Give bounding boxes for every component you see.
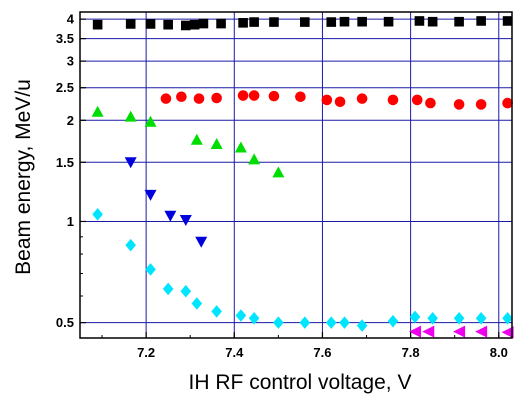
tick-labels: 7.2 7.4 7.6 7.8 8.0 0.5 1 1.5 2 2.5 3 3.5 4 [56, 12, 508, 360]
square-point [92, 19, 103, 30]
circle-point [334, 96, 346, 108]
square-point [383, 16, 394, 27]
square-point [326, 17, 337, 27]
circle-point [411, 94, 423, 106]
triangle-up-point [124, 110, 137, 122]
circle-point [453, 99, 465, 110]
triangle-down-point [179, 215, 192, 227]
diamond-point [502, 312, 513, 325]
square-point [502, 16, 513, 26]
diamond-point [475, 312, 487, 325]
triangle-left-point [501, 326, 514, 339]
diamond-point [211, 305, 222, 318]
square-point [269, 17, 279, 27]
diamond-point [356, 319, 368, 332]
square-point [189, 19, 200, 30]
x-axis-label: IH RF control voltage, V [189, 371, 412, 394]
plot-frame [79, 11, 513, 339]
triangle-down-point [144, 189, 157, 201]
circle-point [268, 90, 280, 102]
x-tick-label: 7.4 [225, 345, 244, 360]
triangle-up-point [190, 133, 203, 145]
x-tick-label: 8.0 [490, 345, 508, 360]
circle-point [387, 94, 399, 106]
y-tick-label: 1.5 [56, 155, 74, 170]
square-point [249, 17, 259, 27]
circle-point [321, 94, 333, 106]
diamond-point [273, 316, 284, 329]
x-tick-label: 7.6 [313, 345, 331, 360]
triangle-up-point [91, 105, 104, 117]
circle-point [211, 92, 222, 104]
y-tick-label: 3.5 [56, 31, 74, 46]
square-point [198, 18, 209, 29]
diamond-point [145, 263, 156, 276]
triangle-up-point [272, 166, 285, 178]
square-point [145, 19, 156, 29]
diamond-point [191, 297, 203, 310]
square-point [357, 16, 367, 27]
circle-point [295, 91, 306, 103]
data-marks [91, 16, 514, 339]
square-point [163, 19, 173, 30]
y-tick-label: 1 [67, 214, 74, 229]
circle-point [248, 90, 260, 101]
circle-point [356, 93, 368, 104]
triangle-left-point [475, 325, 488, 338]
triangle-left-point [422, 325, 435, 338]
triangle-up-point [234, 141, 247, 153]
grid [80, 12, 512, 338]
square-point [476, 16, 486, 26]
circle-point [160, 93, 172, 104]
circle-point [176, 91, 187, 103]
y-tick-label: 2 [67, 113, 74, 128]
y-tick-label: 0.5 [56, 315, 74, 330]
triangle-left-point [453, 325, 466, 338]
square-point [414, 16, 425, 26]
y-axis-label: Beam energy, MeV/u [12, 79, 35, 275]
diamond-point [339, 316, 350, 329]
diamond-point [409, 310, 421, 324]
triangle-left-point [409, 325, 422, 338]
diamond-point [248, 312, 260, 325]
y-tick-label: 4 [67, 12, 75, 27]
tick-marks [80, 18, 500, 338]
square-point [339, 16, 350, 27]
diamond-point [299, 316, 311, 329]
circle-point [502, 97, 513, 109]
triangle-up-point [144, 115, 157, 127]
square-point [180, 20, 191, 31]
x-tick-label: 7.8 [402, 345, 420, 360]
diamond-point [162, 282, 174, 296]
diamond-point [125, 238, 136, 252]
triangle-up-point [248, 153, 261, 165]
triangle-down-point [195, 236, 208, 248]
diamond-point [453, 312, 465, 325]
square-point [238, 18, 248, 28]
diamond-point [180, 284, 192, 298]
y-tick-label: 3 [67, 54, 74, 69]
square-point [125, 19, 136, 29]
square-point [216, 18, 226, 29]
x-tick-label: 7.2 [137, 345, 155, 360]
square-point [427, 16, 438, 27]
diamond-point [427, 312, 438, 325]
diamond-point [235, 309, 247, 322]
diamond-point [325, 316, 337, 329]
circle-point [193, 93, 205, 104]
square-point [454, 16, 464, 27]
circle-point [475, 99, 487, 110]
diamond-point [387, 314, 399, 328]
triangle-down-point [164, 210, 177, 222]
y-tick-label: 2.5 [56, 80, 74, 95]
circle-point [425, 97, 436, 109]
triangle-down-point [124, 157, 137, 169]
triangle-up-point [210, 138, 223, 150]
diamond-point [92, 208, 103, 221]
square-point [300, 17, 310, 27]
circle-point [237, 90, 249, 101]
